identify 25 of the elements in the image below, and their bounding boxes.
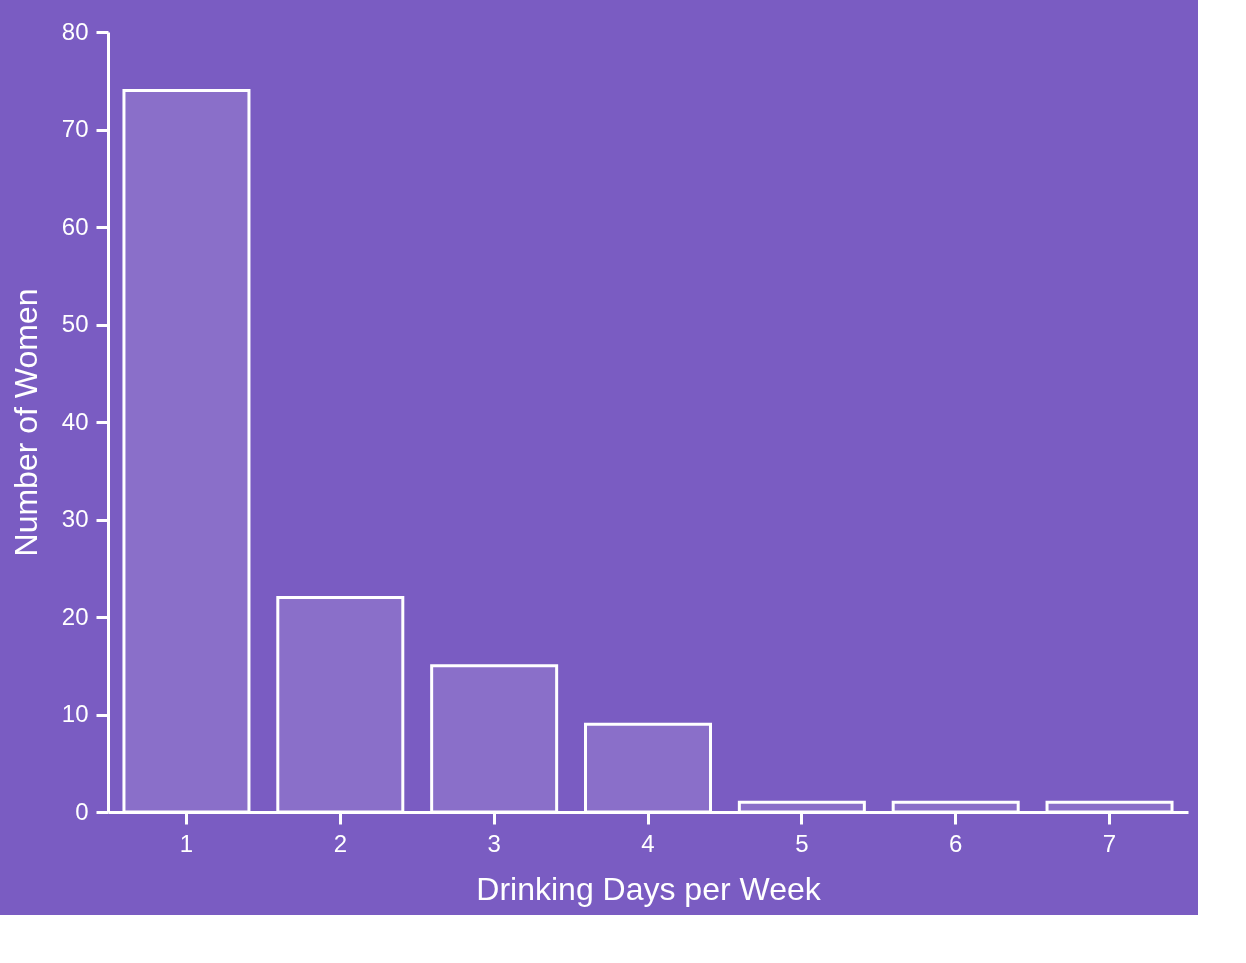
x-tick-label: 3 [487, 829, 501, 857]
y-tick-label: 20 [61, 602, 89, 630]
y-tick-label: 80 [61, 17, 89, 45]
y-tick-label: 0 [75, 797, 89, 825]
bar [584, 722, 712, 814]
y-axis-title: Number of Women [7, 288, 44, 557]
x-tick-label: 4 [641, 829, 655, 857]
x-tick-label: 5 [795, 829, 809, 857]
bar [891, 800, 1020, 814]
bar [276, 596, 405, 814]
bar [737, 800, 866, 814]
y-tick-label: 50 [61, 310, 89, 337]
x-tick-label: 7 [1102, 829, 1117, 857]
bar [1045, 800, 1174, 814]
y-tick-label: 10 [61, 700, 89, 727]
y-tick-label: 40 [61, 407, 89, 435]
y-tick-label: 70 [61, 115, 89, 142]
x-tick-label: 6 [949, 829, 963, 857]
x-axis-title: Drinking Days per Week [476, 870, 822, 907]
x-tick-label: 2 [333, 829, 347, 857]
y-tick-label: 60 [61, 212, 89, 240]
bar [122, 89, 251, 814]
bar [430, 664, 559, 814]
x-tick-label: 1 [179, 829, 194, 857]
y-tick-label: 30 [61, 505, 89, 532]
